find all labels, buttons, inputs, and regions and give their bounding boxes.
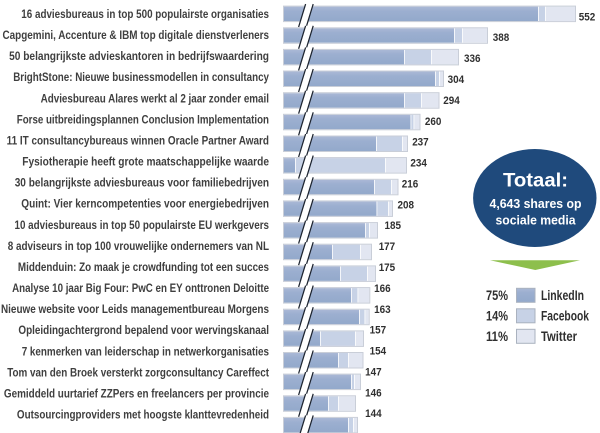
- svg-text:Opleidingachtergrond bepalend: Opleidingachtergrond bepalend voor wervi…: [18, 323, 269, 337]
- svg-text:10 adviesbureaus in top 50 pop: 10 adviesbureaus in top 50 populairste E…: [15, 218, 270, 232]
- svg-text:Outsourcingproviders met hoogs: Outsourcingproviders met hoogste klantte…: [17, 408, 269, 422]
- svg-text:BrightStone: Nieuwe businessmo: BrightStone: Nieuwe businessmodellen in …: [13, 70, 269, 84]
- svg-text:Gemiddeld uurtarief ZZPers en: Gemiddeld uurtarief ZZPers en freelancer…: [4, 386, 269, 400]
- svg-text:Nieuwe website voor Leids mana: Nieuwe website voor Leids managementbure…: [1, 302, 269, 316]
- svg-text:11%: 11%: [486, 329, 508, 344]
- svg-text:166: 166: [374, 283, 391, 295]
- svg-text:11 IT consultancybureaus winne: 11 IT consultancybureaus winnen Oracle P…: [7, 134, 269, 148]
- svg-text:50 belangrijkste advieskantore: 50 belangrijkste advieskantoren in bedri…: [9, 49, 269, 63]
- svg-text:336: 336: [464, 53, 481, 65]
- svg-text:14%: 14%: [486, 308, 508, 323]
- svg-text:260: 260: [425, 116, 442, 128]
- svg-text:552: 552: [579, 11, 596, 23]
- svg-text:sociale media: sociale media: [496, 213, 577, 228]
- svg-text:234: 234: [410, 158, 427, 170]
- svg-text:157: 157: [370, 325, 387, 337]
- svg-text:304: 304: [448, 74, 465, 86]
- svg-text:185: 185: [385, 220, 402, 232]
- svg-text:Twitter: Twitter: [541, 329, 578, 344]
- svg-text:16 adviesbureaus in top 500 po: 16 adviesbureaus in top 500 populairste …: [21, 7, 269, 21]
- svg-text:8 adviseurs in top 100 vrouwel: 8 adviseurs in top 100 vrouwelijke onder…: [8, 239, 269, 253]
- svg-text:Forse uitbreidingsplannen Conc: Forse uitbreidingsplannen Conclusion Imp…: [17, 112, 269, 126]
- svg-text:75%: 75%: [486, 288, 508, 303]
- svg-text:Adviesbureau Alares werkt al 2: Adviesbureau Alares werkt al 2 jaar zond…: [41, 91, 269, 105]
- svg-text:208: 208: [398, 199, 415, 211]
- svg-text:Capgemini, Accenture & IBM top: Capgemini, Accenture & IBM top digitale …: [3, 28, 270, 42]
- svg-text:Fysiotherapie heeft grote maat: Fysiotherapie heeft grote maatschappelij…: [22, 155, 269, 169]
- svg-text:237: 237: [412, 137, 429, 149]
- svg-text:175: 175: [379, 262, 396, 274]
- svg-text:388: 388: [493, 32, 510, 44]
- svg-text:Middenduin: Zo maak je crowdfu: Middenduin: Zo maak je crowdfunding tot …: [18, 260, 269, 274]
- svg-text:Totaal:: Totaal:: [503, 170, 568, 192]
- svg-text:294: 294: [443, 95, 460, 107]
- svg-text:Facebook: Facebook: [541, 308, 589, 323]
- svg-text:4,643 shares op: 4,643 shares op: [490, 196, 582, 211]
- svg-text:216: 216: [402, 178, 419, 190]
- svg-text:Analyse 10 jaar Big Four: PwC: Analyse 10 jaar Big Four: PwC en EY ontt…: [12, 281, 269, 295]
- svg-text:Quint: Vier kerncompetenties v: Quint: Vier kerncompetenties voor energi…: [21, 197, 269, 211]
- svg-text:30 belangrijkste adviesbureaus: 30 belangrijkste adviesbureaus voor fami…: [15, 176, 269, 190]
- svg-text:177: 177: [379, 241, 396, 253]
- svg-text:7 kenmerken van leiderschap in: 7 kenmerken van leiderschap in netwerkor…: [22, 344, 270, 358]
- svg-text:154: 154: [370, 346, 387, 358]
- svg-text:Tom van den Broek versterkt zo: Tom van den Broek versterkt zorgconsulta…: [7, 365, 269, 379]
- svg-text:163: 163: [374, 304, 391, 316]
- svg-text:LinkedIn: LinkedIn: [541, 288, 584, 303]
- svg-text:144: 144: [365, 408, 382, 420]
- svg-text:147: 147: [365, 366, 382, 378]
- svg-text:146: 146: [365, 387, 382, 399]
